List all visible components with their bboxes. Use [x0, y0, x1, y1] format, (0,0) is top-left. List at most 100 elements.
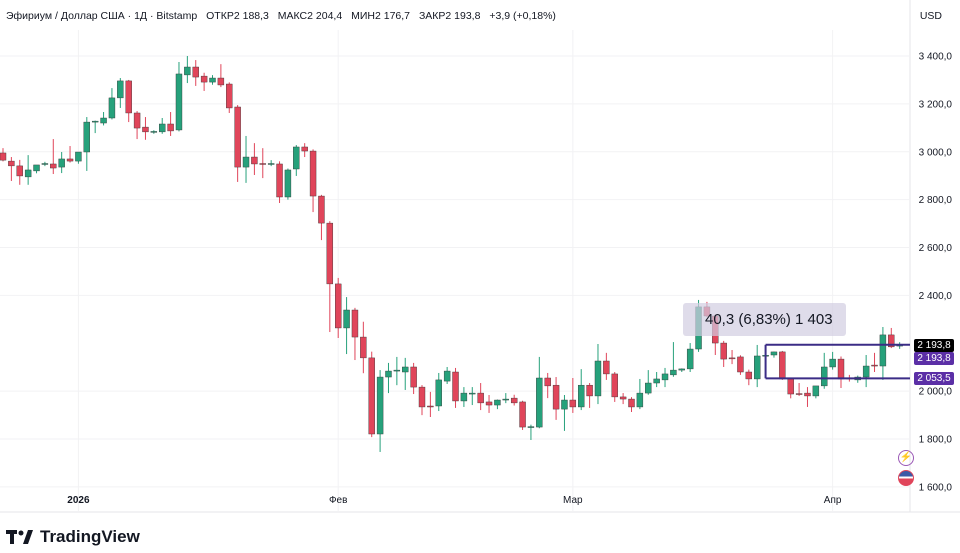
- candle-body: [226, 83, 233, 109]
- candle-body: [502, 398, 509, 401]
- candle-body: [0, 152, 7, 161]
- candle-body: [267, 163, 275, 165]
- candle-body: [578, 384, 585, 408]
- y-tick-label: 2 000,0: [919, 387, 953, 398]
- candle-body: [385, 370, 392, 378]
- candle-body: [91, 120, 99, 123]
- candle-body: [351, 309, 359, 338]
- candle-body: [510, 397, 518, 404]
- candle-body: [435, 379, 442, 407]
- candle-body: [653, 378, 660, 384]
- candle-body: [150, 131, 158, 133]
- candle-body: [871, 364, 878, 367]
- y-tick-label: 3 200,0: [919, 99, 953, 110]
- flag-icon[interactable]: [898, 470, 914, 486]
- candle-body: [829, 358, 836, 368]
- candle-body: [326, 222, 334, 285]
- candle-body: [879, 334, 887, 367]
- currency-label[interactable]: USD: [919, 10, 942, 22]
- candle-body: [821, 366, 828, 387]
- candle-body: [192, 66, 199, 78]
- lightning-icon[interactable]: ⚡: [898, 450, 914, 466]
- candle-body: [678, 368, 685, 371]
- candle-body: [75, 151, 82, 162]
- candle-body: [888, 334, 895, 348]
- candle-body: [58, 158, 65, 168]
- candle-body: [443, 370, 451, 382]
- rect-top-price-label: 2 193,8: [914, 352, 954, 365]
- candle-body: [485, 401, 493, 406]
- candle-body: [133, 112, 141, 129]
- candle-body: [728, 357, 736, 360]
- candle-body: [544, 377, 551, 387]
- candle-body: [770, 351, 778, 356]
- candle-body: [536, 377, 543, 428]
- candle-body: [200, 75, 208, 83]
- candle-body: [469, 392, 476, 395]
- time-axis[interactable]: 2026 Фев Мар Апр: [67, 495, 842, 506]
- candle-body: [418, 386, 426, 408]
- candle-body: [628, 398, 635, 408]
- candle-body: [670, 369, 677, 376]
- candle-body: [125, 80, 132, 114]
- candle-body: [24, 169, 32, 178]
- candle-body: [301, 146, 308, 152]
- candle-body: [8, 160, 15, 167]
- candle-body: [159, 123, 166, 133]
- candle-body: [251, 156, 258, 165]
- candle-body: [83, 121, 91, 153]
- candle-body: [175, 73, 183, 131]
- tradingview-logo[interactable]: TradingView: [6, 527, 140, 547]
- candle-body: [284, 169, 292, 198]
- x-tick-label: Мар: [563, 495, 583, 506]
- ohlc-low: МИН2 176,7: [351, 10, 411, 22]
- candle-body: [837, 358, 845, 380]
- candle-body: [335, 283, 342, 329]
- candle-body: [519, 401, 526, 428]
- candle-body: [209, 77, 216, 83]
- candle-body: [293, 146, 300, 170]
- candle-body: [795, 393, 803, 395]
- symbol-name[interactable]: Эфириум / Доллар США · 1Д · Bitstamp: [6, 10, 198, 22]
- y-tick-label: 2 800,0: [919, 195, 953, 206]
- candle-body: [636, 392, 644, 408]
- candle-body: [184, 66, 191, 76]
- ohlc-close: ЗАКР2 193,8: [418, 10, 481, 22]
- candle-body: [686, 348, 694, 370]
- candle-body: [645, 382, 652, 394]
- candle-body: [376, 376, 384, 435]
- candles: [0, 56, 903, 452]
- candle-body: [402, 366, 409, 373]
- candle-body: [41, 163, 49, 165]
- y-tick-label: 2 600,0: [919, 243, 953, 254]
- rect-bottom-price-label: 2 053,5: [914, 372, 954, 385]
- candle-body: [66, 158, 74, 162]
- candle-body: [737, 356, 744, 373]
- candle-body: [167, 123, 174, 132]
- y-tick-label: 3 400,0: [919, 52, 953, 63]
- ohlc-change: +3,9 (+0,18%): [489, 10, 556, 22]
- candle-body: [460, 392, 468, 402]
- y-tick-label: 1 600,0: [919, 482, 953, 493]
- candle-body: [343, 309, 350, 329]
- rectangle-drawing[interactable]: [764, 343, 910, 380]
- candle-body: [552, 384, 560, 410]
- candle-body: [569, 399, 577, 408]
- grid: [0, 0, 960, 513]
- price-axis[interactable]: 3 400,0 3 200,0 3 000,0 2 800,0 2 600,0 2 400…: [919, 52, 953, 494]
- candle-body: [100, 117, 107, 124]
- candle-body: [862, 365, 870, 378]
- y-tick-label: 3 000,0: [919, 147, 953, 158]
- candle-body: [561, 399, 568, 410]
- y-tick-label: 1 800,0: [919, 435, 953, 446]
- candle-body: [16, 165, 23, 177]
- candle-body: [603, 360, 610, 375]
- candle-body: [117, 80, 124, 99]
- measure-tooltip: 40,3 (6,83%) 1 403: [683, 303, 846, 336]
- candle-body: [309, 150, 317, 197]
- candle-body: [217, 77, 225, 86]
- candle-body: [804, 392, 811, 397]
- candle-body: [393, 369, 401, 372]
- candle-body: [477, 392, 484, 404]
